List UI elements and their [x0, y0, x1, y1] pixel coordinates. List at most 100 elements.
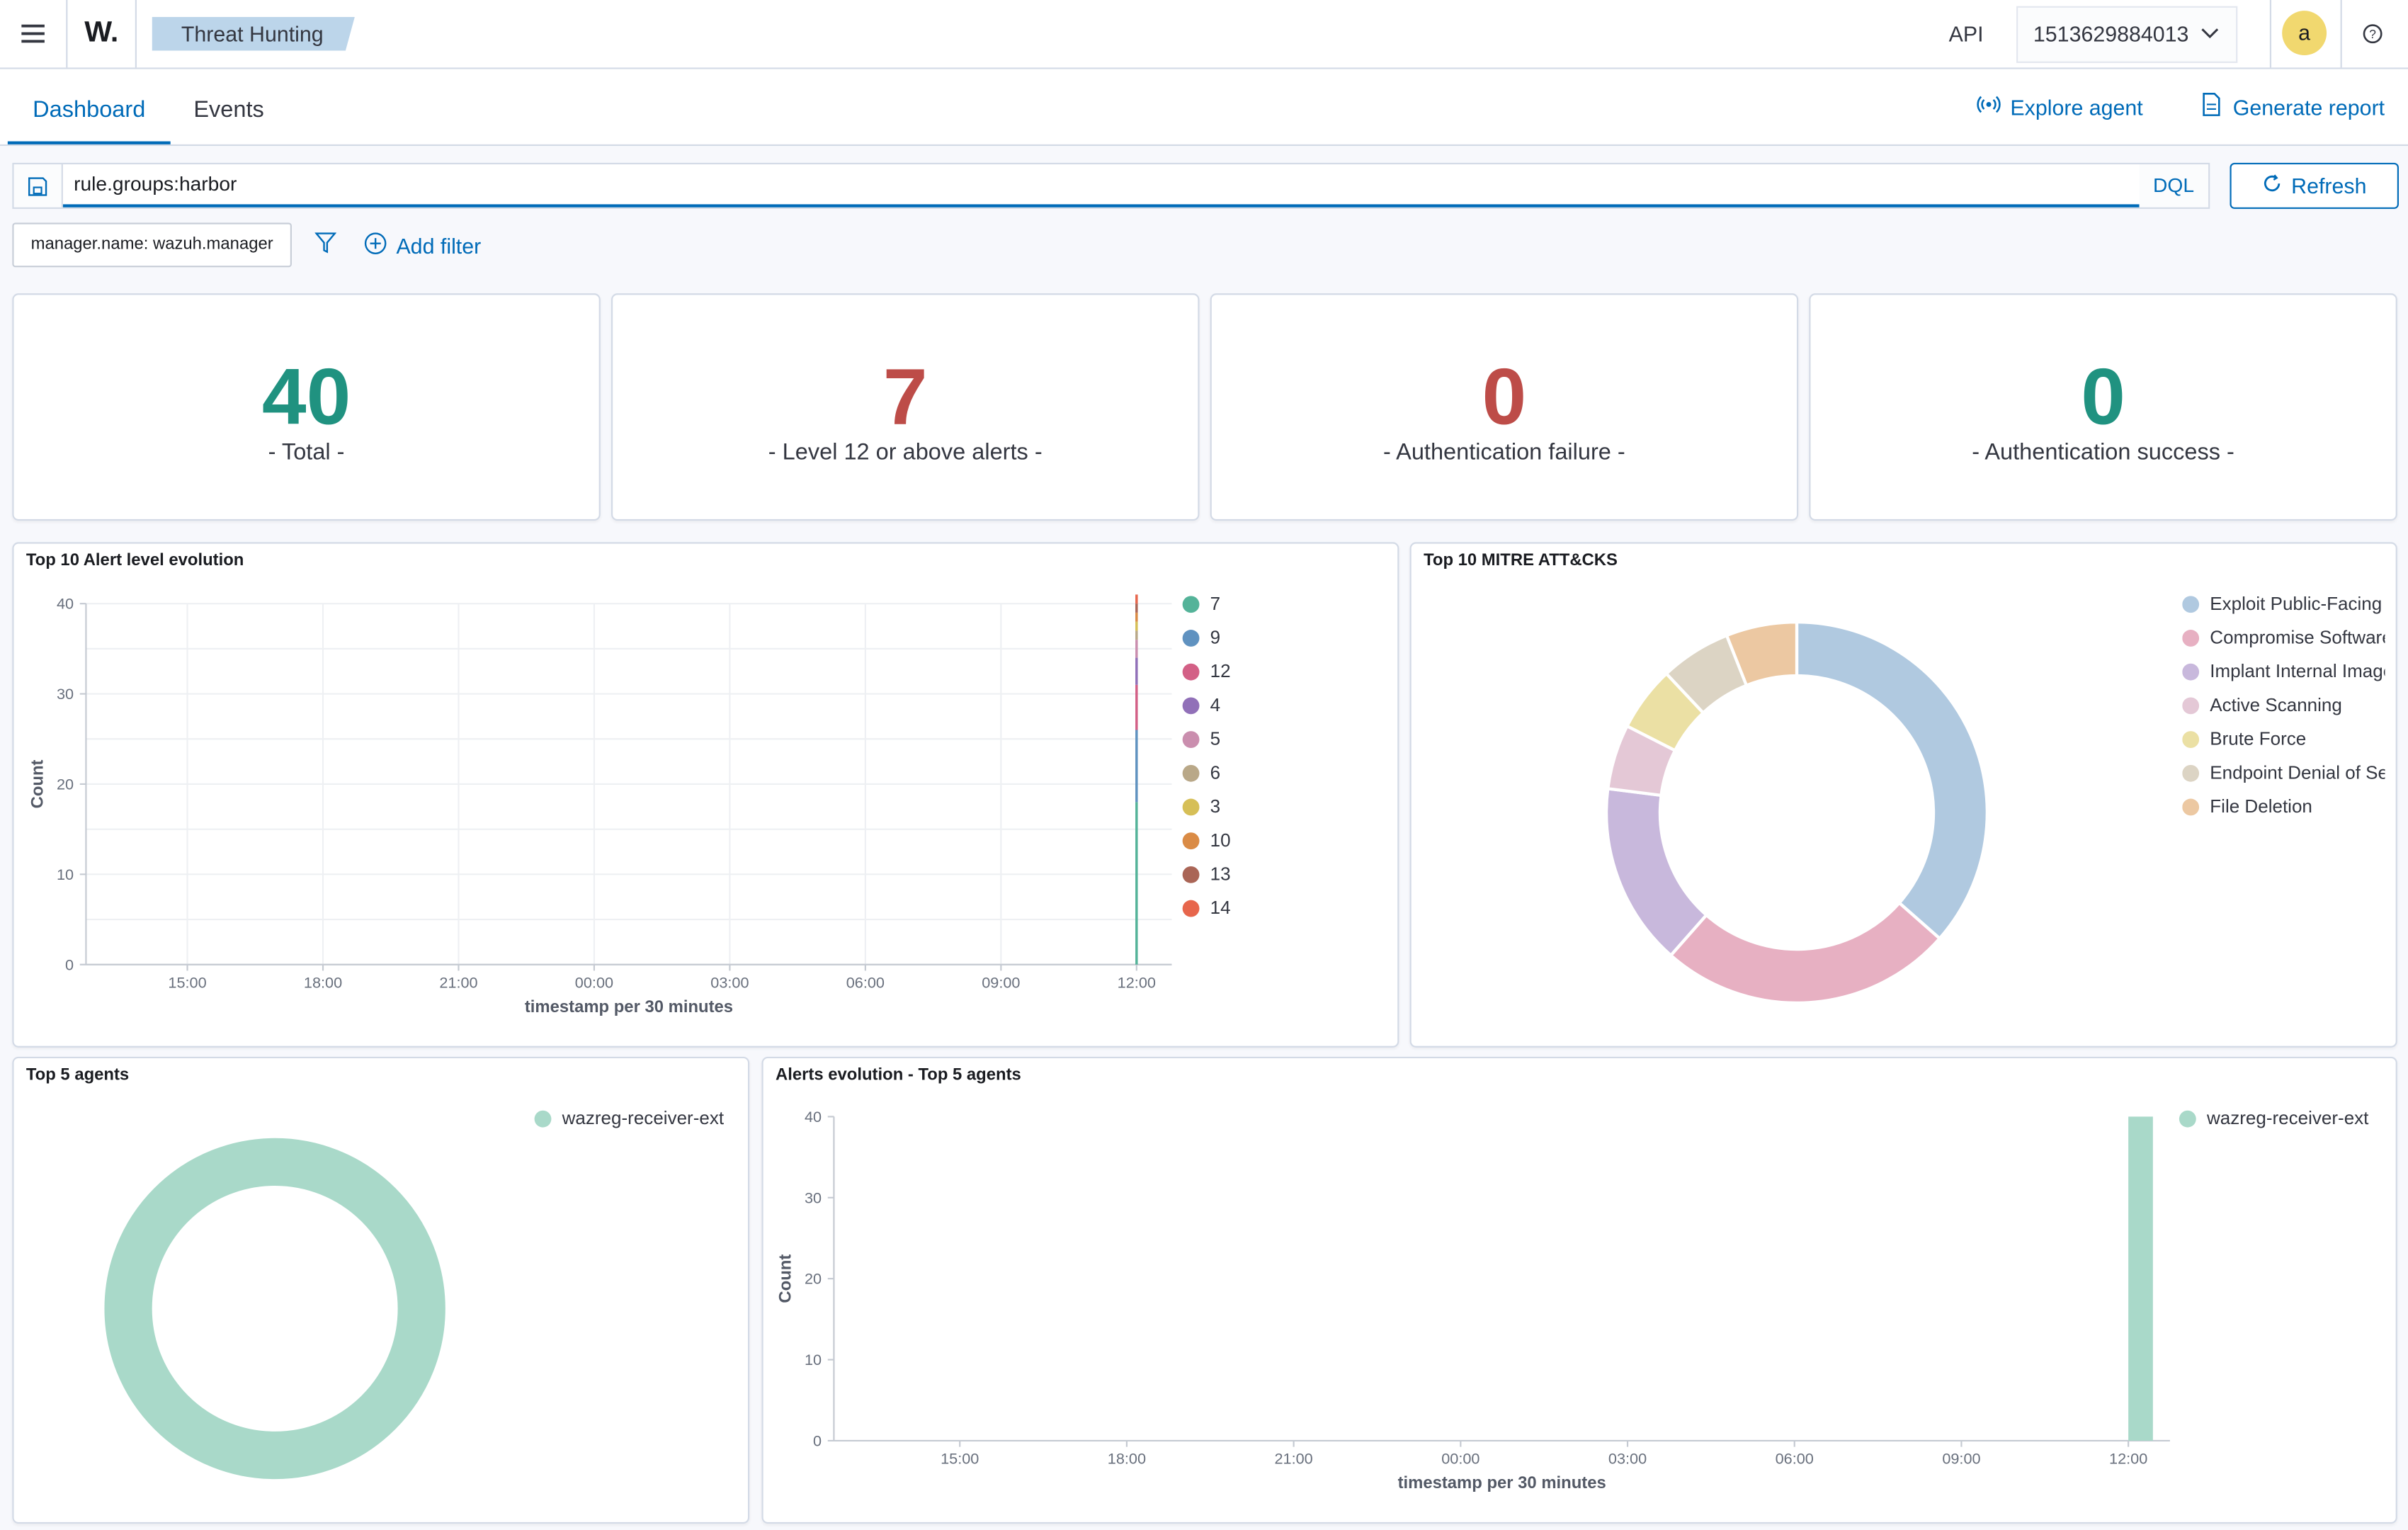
api-select[interactable]: 1513629884013	[2016, 6, 2238, 63]
mitre-panel: Top 10 MITRE ATT&CKS Exploit Public-Faci…	[1409, 542, 2397, 1048]
dql-button[interactable]: DQL	[2153, 174, 2195, 197]
explore-agent-button[interactable]: Explore agent	[1977, 92, 2143, 121]
legend-label: 6	[1210, 761, 1221, 783]
divider	[66, 0, 68, 68]
legend-item[interactable]: 6	[1182, 756, 1231, 790]
tab-dashboard[interactable]: Dashboard	[7, 69, 171, 144]
breadcrumb[interactable]: Threat Hunting	[152, 16, 355, 51]
refresh-icon	[2262, 174, 2282, 198]
legend-label: 12	[1210, 660, 1231, 682]
legend-label: Endpoint Denial of Service	[2210, 761, 2385, 783]
legend-item[interactable]: Implant Internal Image	[2182, 654, 2385, 688]
legend-item[interactable]: 9	[1182, 620, 1231, 654]
divider	[2269, 0, 2272, 68]
legend-item[interactable]: Active Scanning	[2182, 688, 2385, 722]
tab-events[interactable]: Events	[193, 96, 264, 123]
y-tick-label: 10	[57, 866, 74, 883]
generate-report-button[interactable]: Generate report	[2199, 92, 2385, 121]
agents-evolution-legend: wazreg-receiver-ext	[2179, 1101, 2368, 1135]
avatar[interactable]: a	[2282, 11, 2327, 56]
app-logo[interactable]: W.	[84, 16, 119, 50]
legend-swatch	[1182, 662, 1200, 680]
legend-item[interactable]: 3	[1182, 790, 1231, 824]
legend-swatch	[2182, 764, 2200, 781]
legend-swatch	[1182, 595, 1200, 613]
metric-value: 40	[261, 353, 351, 443]
legend-item[interactable]: 12	[1182, 654, 1231, 688]
legend-item[interactable]: Brute Force	[2182, 722, 2385, 756]
filter-icon[interactable]	[314, 232, 337, 261]
x-tick-label: 15:00	[941, 1449, 979, 1467]
legend-item[interactable]: 4	[1182, 688, 1231, 722]
legend-label: Exploit Public-Facing Application	[2210, 592, 2385, 615]
filter-pill[interactable]: manager.name: wazuh.manager	[12, 222, 292, 268]
legend-item[interactable]: wazreg-receiver-ext	[534, 1101, 724, 1135]
search-input[interactable]: rule.groups:harbor	[62, 164, 2140, 208]
x-tick-label: 12:00	[2109, 1449, 2147, 1467]
refresh-label: Refresh	[2291, 174, 2367, 198]
legend-label: 5	[1210, 727, 1221, 750]
metric-label: - Level 12 or above alerts -	[768, 439, 1043, 466]
legend-swatch	[2182, 798, 2200, 815]
save-query-icon[interactable]	[14, 164, 63, 208]
y-axis-title: Count	[776, 1254, 795, 1303]
x-tick-label: 18:00	[304, 973, 342, 991]
legend-item[interactable]: 7	[1182, 586, 1231, 620]
legend-item[interactable]: 5	[1182, 722, 1231, 756]
legend-swatch	[1182, 628, 1200, 646]
legend-swatch	[2182, 628, 2200, 646]
x-tick-label: 03:00	[710, 973, 749, 991]
metric-card-auth-failure: 0 - Authentication failure -	[1210, 293, 1799, 521]
slice-1	[1669, 900, 1942, 1005]
api-select-value: 1513629884013	[2033, 21, 2189, 47]
legend-label: Active Scanning	[2210, 694, 2342, 716]
legend-swatch	[2182, 696, 2200, 714]
legend-item[interactable]: Exploit Public-Facing Application	[2182, 586, 2385, 620]
legend-swatch	[1182, 730, 1200, 747]
refresh-button[interactable]: Refresh	[2230, 162, 2399, 209]
legend-label: 13	[1210, 863, 1231, 885]
alert-level-legend: 7 9 12 4 5 6 3 10 13 14	[1182, 586, 1231, 925]
help-icon[interactable]: ?	[2362, 23, 2383, 52]
slice-2	[1605, 786, 1709, 958]
avatar-initial: a	[2298, 20, 2311, 45]
legend-item[interactable]: 10	[1182, 823, 1231, 857]
legend-label: 3	[1210, 795, 1221, 817]
tabs-bar: Dashboard Events Explore agent Generate …	[0, 69, 2408, 146]
add-filter-button[interactable]: Add filter	[364, 232, 481, 259]
add-filter-label: Add filter	[396, 233, 482, 259]
legend-item[interactable]: 13	[1182, 857, 1231, 891]
legend-item[interactable]: Endpoint Denial of Service	[2182, 756, 2385, 790]
legend-item[interactable]: Compromise Software Supply Chain	[2182, 620, 2385, 654]
y-tick-label: 30	[57, 685, 74, 703]
legend-label: 4	[1210, 694, 1221, 716]
legend-swatch	[1182, 899, 1200, 917]
metric-label: - Authentication failure -	[1383, 439, 1625, 466]
svg-text:?: ?	[2369, 27, 2376, 41]
legend-swatch	[1182, 832, 1200, 849]
slice-0	[1795, 620, 1989, 941]
y-tick-label: 0	[65, 956, 74, 973]
plus-circle-icon	[364, 232, 387, 259]
breadcrumb-label: Threat Hunting	[181, 21, 324, 47]
x-tick-label: 15:00	[168, 973, 206, 991]
generate-report-label: Generate report	[2232, 94, 2385, 120]
divider	[2340, 0, 2342, 68]
x-tick-label: 12:00	[1118, 973, 1156, 991]
legend-item[interactable]: 14	[1182, 891, 1231, 925]
metric-value: 7	[882, 353, 928, 443]
legend-item[interactable]: wazreg-receiver-ext	[2179, 1101, 2368, 1135]
x-axis-title: timestamp per 30 minutes	[1398, 1473, 1606, 1492]
alert-level-chart: 0 10 20 30 40 15:00 18:00 21:00 00:00 03:00 06:00 0…	[28, 594, 1172, 1016]
panel-title: Top 5 agents	[25, 1065, 130, 1084]
legend-swatch	[534, 1109, 552, 1127]
x-tick-label: 09:00	[982, 973, 1020, 991]
y-tick-label: 40	[57, 595, 74, 613]
legend-swatch	[1182, 764, 1200, 781]
x-tick-label: 21:00	[439, 973, 477, 991]
metric-card-level12: 7 - Level 12 or above alerts -	[611, 293, 1200, 521]
legend-swatch	[1182, 865, 1200, 883]
x-tick-label: 06:00	[1776, 1449, 1814, 1467]
menu-icon[interactable]	[20, 21, 46, 46]
legend-item[interactable]: File Deletion	[2182, 790, 2385, 824]
